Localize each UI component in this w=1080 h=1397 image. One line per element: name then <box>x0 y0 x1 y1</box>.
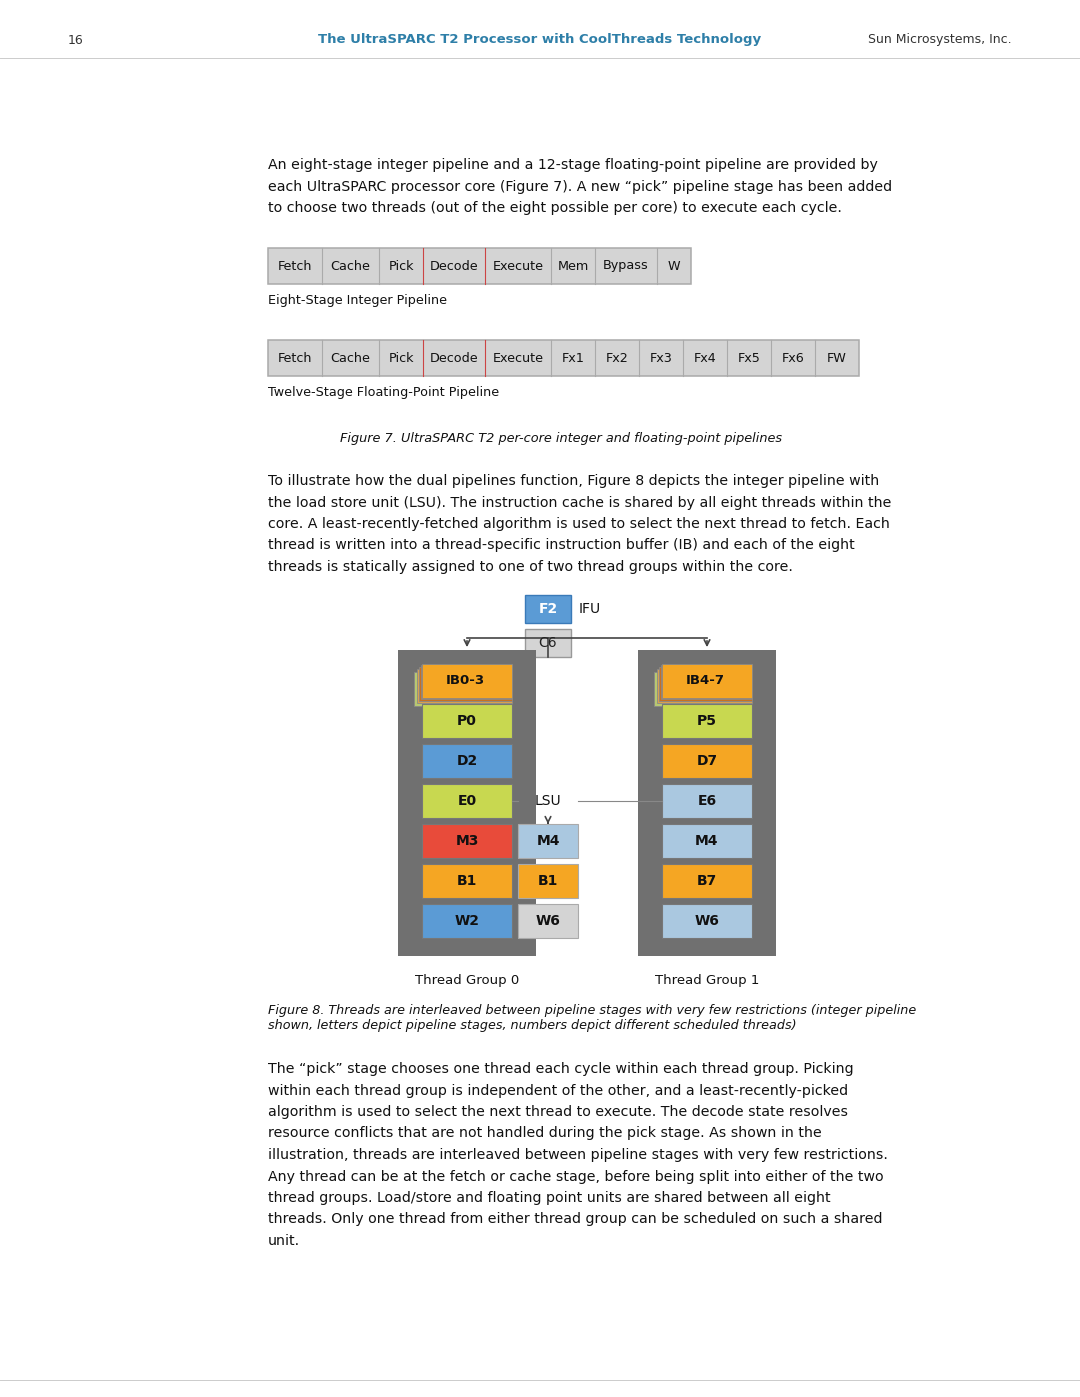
Text: 16: 16 <box>68 34 84 46</box>
Bar <box>638 650 777 956</box>
Text: Thread Group 1: Thread Group 1 <box>654 974 759 988</box>
Bar <box>419 666 512 701</box>
Text: thread groups. Load/store and floating point units are shared between all eight: thread groups. Load/store and floating p… <box>268 1192 831 1206</box>
Text: resource conflicts that are not handled during the pick stage. As shown in the: resource conflicts that are not handled … <box>268 1126 822 1140</box>
Bar <box>662 664 752 698</box>
Bar <box>662 824 752 858</box>
Bar <box>662 904 752 937</box>
Text: Twelve-Stage Floating-Point Pipeline: Twelve-Stage Floating-Point Pipeline <box>268 386 499 400</box>
Text: D2: D2 <box>457 754 477 768</box>
Text: The UltraSPARC T2 Processor with CoolThreads Technology: The UltraSPARC T2 Processor with CoolThr… <box>319 34 761 46</box>
Text: IFU: IFU <box>579 602 602 616</box>
Text: W2: W2 <box>455 914 480 928</box>
Text: LSU: LSU <box>535 793 562 807</box>
Bar <box>414 672 512 705</box>
Text: Pick: Pick <box>388 352 414 365</box>
Text: thread is written into a thread-specific instruction buffer (IB) and each of the: thread is written into a thread-specific… <box>268 538 854 552</box>
Text: threads is statically assigned to one of two thread groups within the core.: threads is statically assigned to one of… <box>268 560 793 574</box>
Bar <box>422 824 512 858</box>
Bar <box>399 650 536 956</box>
Text: E6: E6 <box>698 793 716 807</box>
Text: the load store unit (LSU). The instruction cache is shared by all eight threads : the load store unit (LSU). The instructi… <box>268 496 891 510</box>
Text: Cache: Cache <box>330 260 370 272</box>
Bar <box>422 745 512 778</box>
Text: Mem: Mem <box>557 260 589 272</box>
Bar <box>422 863 512 898</box>
Text: Fx2: Fx2 <box>606 352 629 365</box>
Text: B1: B1 <box>457 875 477 888</box>
Bar <box>654 672 752 705</box>
Text: FW: FW <box>827 352 847 365</box>
Bar <box>525 629 571 657</box>
Text: within each thread group is independent of the other, and a least-recently-picke: within each thread group is independent … <box>268 1084 848 1098</box>
Bar <box>422 664 512 698</box>
Bar <box>422 704 512 738</box>
Text: Decode: Decode <box>430 352 478 365</box>
Bar <box>657 669 752 703</box>
Text: B1: B1 <box>538 875 558 888</box>
Text: E0: E0 <box>458 793 476 807</box>
Text: An eight-stage integer pipeline and a 12-stage floating-point pipeline are provi: An eight-stage integer pipeline and a 12… <box>268 158 878 172</box>
Text: Any thread can be at the fetch or cache stage, before being split into either of: Any thread can be at the fetch or cache … <box>268 1169 883 1183</box>
Text: P0: P0 <box>457 714 477 728</box>
Bar <box>518 824 578 858</box>
Text: algorithm is used to select the next thread to execute. The decode state resolve: algorithm is used to select the next thr… <box>268 1105 848 1119</box>
Text: Decode: Decode <box>430 260 478 272</box>
Text: Bypass: Bypass <box>603 260 649 272</box>
Text: Fx4: Fx4 <box>693 352 716 365</box>
Text: core. A least-recently-fetched algorithm is used to select the next thread to fe: core. A least-recently-fetched algorithm… <box>268 517 890 531</box>
Text: Figure 8. Threads are interleaved between pipeline stages with very few restrict: Figure 8. Threads are interleaved betwee… <box>268 1004 916 1032</box>
Text: W6: W6 <box>694 914 719 928</box>
Text: unit.: unit. <box>268 1234 300 1248</box>
Text: M3: M3 <box>456 834 478 848</box>
Text: Execute: Execute <box>492 260 543 272</box>
Text: W: W <box>667 260 680 272</box>
Text: each UltraSPARC processor core (Figure 7). A new “pick” pipeline stage has been : each UltraSPARC processor core (Figure 7… <box>268 179 892 194</box>
Bar <box>422 904 512 937</box>
Text: Fetch: Fetch <box>278 352 312 365</box>
Text: threads. Only one thread from either thread group can be scheduled on such a sha: threads. Only one thread from either thr… <box>268 1213 882 1227</box>
Text: Figure 7. UltraSPARC T2 per-core integer and floating-point pipelines: Figure 7. UltraSPARC T2 per-core integer… <box>340 432 782 446</box>
Text: C6: C6 <box>539 636 557 650</box>
Text: Eight-Stage Integer Pipeline: Eight-Stage Integer Pipeline <box>268 293 447 307</box>
Text: Execute: Execute <box>492 352 543 365</box>
Text: illustration, threads are interleaved between pipeline stages with very few rest: illustration, threads are interleaved be… <box>268 1148 888 1162</box>
Text: M4: M4 <box>696 834 719 848</box>
Text: Thread Group 0: Thread Group 0 <box>415 974 519 988</box>
Text: M4: M4 <box>537 834 559 848</box>
Bar <box>662 745 752 778</box>
Bar <box>661 665 752 698</box>
Text: W6: W6 <box>536 914 561 928</box>
Bar <box>421 665 512 698</box>
Text: Cache: Cache <box>330 352 370 365</box>
Text: Fx3: Fx3 <box>649 352 673 365</box>
Text: Sun Microsystems, Inc.: Sun Microsystems, Inc. <box>868 34 1012 46</box>
Text: IB4-7: IB4-7 <box>686 675 725 687</box>
Bar <box>525 595 571 623</box>
Bar <box>659 666 752 701</box>
Text: to choose two threads (out of the eight possible per core) to execute each cycle: to choose two threads (out of the eight … <box>268 201 842 215</box>
Text: Fx5: Fx5 <box>738 352 760 365</box>
Bar <box>422 784 512 819</box>
Bar <box>417 669 512 703</box>
Text: B7: B7 <box>697 875 717 888</box>
Text: Fx6: Fx6 <box>782 352 805 365</box>
Text: P5: P5 <box>697 714 717 728</box>
Text: F2: F2 <box>538 602 557 616</box>
Bar <box>268 339 859 376</box>
Bar <box>662 784 752 819</box>
Bar <box>662 704 752 738</box>
Bar <box>518 863 578 898</box>
Text: To illustrate how the dual pipelines function, Figure 8 depicts the integer pipe: To illustrate how the dual pipelines fun… <box>268 474 879 488</box>
Bar <box>268 249 691 284</box>
Text: Fetch: Fetch <box>278 260 312 272</box>
Text: Fx1: Fx1 <box>562 352 584 365</box>
Text: IB0-3: IB0-3 <box>445 675 485 687</box>
Text: Pick: Pick <box>388 260 414 272</box>
Text: D7: D7 <box>697 754 717 768</box>
Bar <box>518 904 578 937</box>
Bar <box>662 863 752 898</box>
Text: The “pick” stage chooses one thread each cycle within each thread group. Picking: The “pick” stage chooses one thread each… <box>268 1062 853 1076</box>
